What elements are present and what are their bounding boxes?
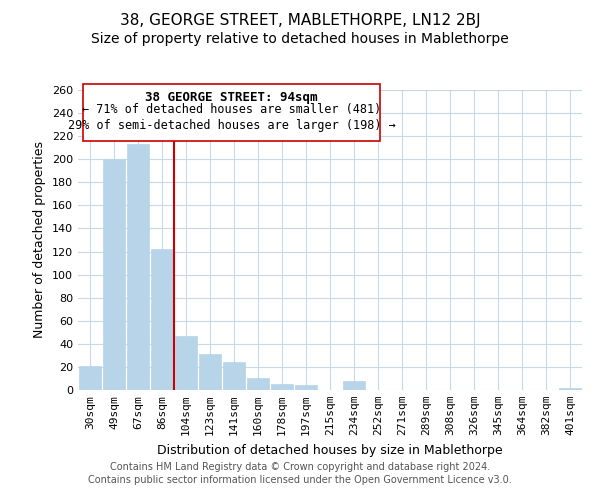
Bar (343, 381, 365, 390)
Bar (223, 362, 245, 390)
Bar (199, 354, 221, 390)
Text: 38, GEORGE STREET, MABLETHORPE, LN12 2BJ: 38, GEORGE STREET, MABLETHORPE, LN12 2BJ (119, 12, 481, 28)
Bar (271, 384, 293, 390)
Text: Contains HM Land Registry data © Crown copyright and database right 2024.: Contains HM Land Registry data © Crown c… (110, 462, 490, 472)
Bar (247, 378, 269, 390)
Bar (127, 144, 149, 390)
Y-axis label: Number of detached properties: Number of detached properties (34, 142, 46, 338)
FancyBboxPatch shape (83, 84, 380, 141)
Text: 38 GEORGE STREET: 94sqm: 38 GEORGE STREET: 94sqm (145, 92, 318, 104)
Bar (151, 249, 173, 390)
Bar (103, 159, 125, 390)
Bar (295, 386, 317, 390)
Text: Size of property relative to detached houses in Mablethorpe: Size of property relative to detached ho… (91, 32, 509, 46)
X-axis label: Distribution of detached houses by size in Mablethorpe: Distribution of detached houses by size … (157, 444, 503, 456)
Bar (559, 388, 581, 390)
Bar (79, 366, 101, 390)
Text: 29% of semi-detached houses are larger (198) →: 29% of semi-detached houses are larger (… (68, 118, 395, 132)
Text: Contains public sector information licensed under the Open Government Licence v3: Contains public sector information licen… (88, 475, 512, 485)
Bar (175, 336, 197, 390)
Text: ← 71% of detached houses are smaller (481): ← 71% of detached houses are smaller (48… (82, 104, 382, 117)
